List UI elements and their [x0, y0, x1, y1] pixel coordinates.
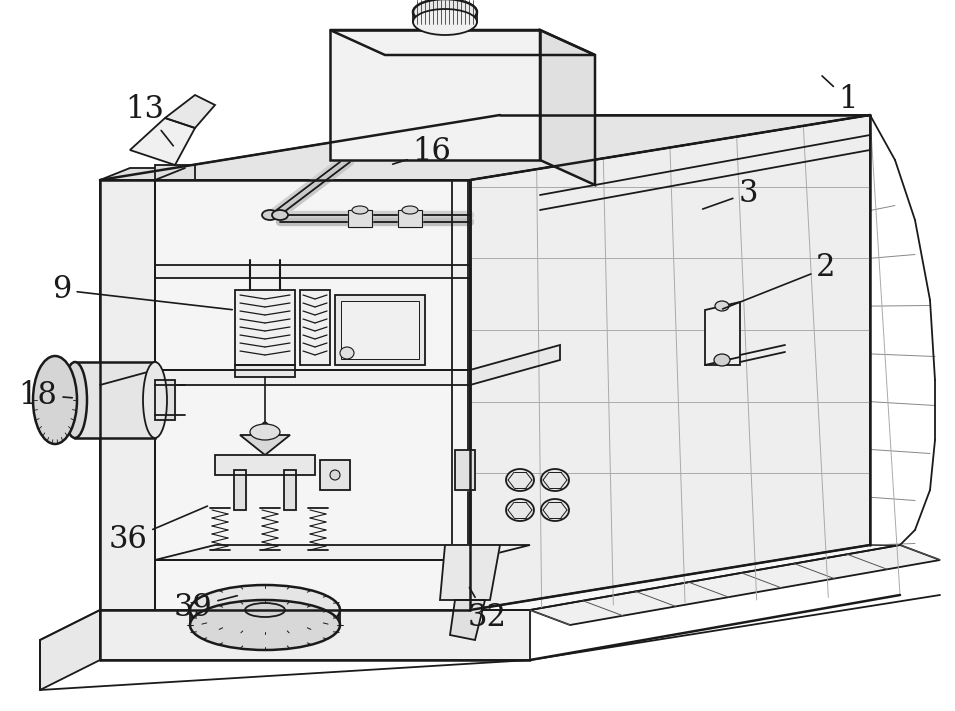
- Ellipse shape: [190, 600, 340, 650]
- Polygon shape: [155, 545, 530, 560]
- Text: 13: 13: [125, 95, 173, 146]
- Polygon shape: [155, 380, 175, 420]
- Polygon shape: [165, 95, 215, 128]
- Text: 36: 36: [109, 506, 207, 555]
- Ellipse shape: [413, 0, 477, 25]
- Polygon shape: [155, 265, 470, 278]
- Ellipse shape: [506, 469, 534, 491]
- Ellipse shape: [541, 469, 569, 491]
- Polygon shape: [330, 30, 540, 160]
- Polygon shape: [470, 345, 560, 385]
- Polygon shape: [235, 290, 295, 365]
- Ellipse shape: [541, 499, 569, 521]
- Ellipse shape: [262, 210, 278, 220]
- Polygon shape: [530, 545, 940, 625]
- Ellipse shape: [330, 470, 340, 480]
- Polygon shape: [440, 545, 500, 600]
- Polygon shape: [348, 210, 372, 227]
- Ellipse shape: [402, 206, 418, 214]
- Polygon shape: [235, 365, 295, 377]
- Polygon shape: [100, 115, 870, 180]
- Text: 39: 39: [174, 592, 237, 623]
- Polygon shape: [100, 180, 155, 610]
- Polygon shape: [335, 295, 425, 365]
- Ellipse shape: [190, 585, 340, 635]
- Text: 18: 18: [18, 380, 73, 410]
- Polygon shape: [100, 168, 185, 180]
- Polygon shape: [705, 302, 740, 365]
- Polygon shape: [234, 470, 246, 510]
- Text: 3: 3: [703, 178, 757, 209]
- Polygon shape: [341, 301, 419, 359]
- Polygon shape: [100, 180, 470, 610]
- Ellipse shape: [63, 362, 87, 438]
- Ellipse shape: [506, 499, 534, 521]
- Polygon shape: [100, 545, 900, 610]
- Ellipse shape: [352, 206, 368, 214]
- Polygon shape: [240, 435, 290, 455]
- Ellipse shape: [250, 424, 280, 440]
- Polygon shape: [398, 210, 422, 227]
- Ellipse shape: [340, 347, 354, 359]
- Text: 2: 2: [723, 252, 836, 309]
- Ellipse shape: [33, 356, 77, 444]
- Ellipse shape: [261, 422, 269, 438]
- Polygon shape: [330, 30, 595, 55]
- Polygon shape: [130, 118, 195, 165]
- Polygon shape: [155, 165, 195, 180]
- Polygon shape: [450, 600, 485, 640]
- Polygon shape: [75, 362, 155, 438]
- Polygon shape: [300, 290, 330, 365]
- Ellipse shape: [272, 210, 288, 220]
- Ellipse shape: [143, 362, 167, 438]
- Text: 32: 32: [468, 587, 506, 634]
- Polygon shape: [320, 460, 350, 490]
- Text: 1: 1: [822, 76, 858, 115]
- Ellipse shape: [245, 603, 285, 617]
- Ellipse shape: [413, 9, 477, 35]
- Polygon shape: [540, 30, 595, 185]
- Polygon shape: [100, 610, 530, 660]
- Polygon shape: [470, 115, 870, 610]
- Text: 16: 16: [393, 137, 452, 168]
- Polygon shape: [284, 470, 296, 510]
- Polygon shape: [155, 370, 470, 385]
- Text: 9: 9: [53, 274, 232, 310]
- Polygon shape: [215, 455, 315, 475]
- Ellipse shape: [714, 354, 730, 366]
- Ellipse shape: [715, 301, 729, 311]
- Polygon shape: [40, 610, 100, 690]
- Polygon shape: [455, 450, 475, 490]
